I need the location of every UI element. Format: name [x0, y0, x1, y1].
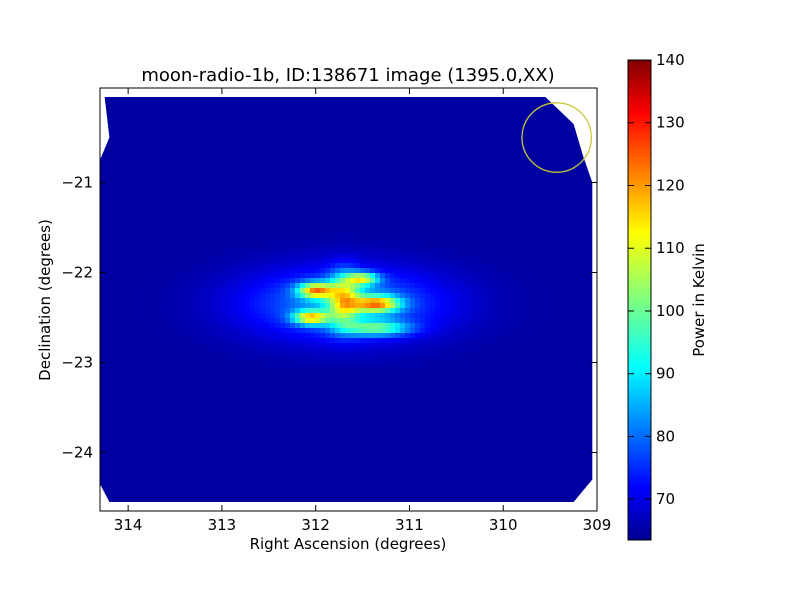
x-tick-label: 310 [489, 516, 518, 534]
colorbar: 70 80 90 100 110 120 130 140 Power in Kelvin [627, 51, 708, 541]
x-tick-label: 309 [583, 516, 612, 534]
x-tick-label: 314 [114, 516, 143, 534]
y-axis-ticks: −21 −22 −23 −24 [61, 174, 597, 462]
y-tick-label: −24 [61, 444, 93, 462]
plot-area: 314 313 312 311 310 309 −21 −22 −23 −24 [61, 87, 612, 534]
colorbar-tick-label: 100 [656, 302, 685, 320]
y-axis-label: Declination (degrees) [36, 219, 54, 381]
y-tick-label: −23 [61, 354, 93, 372]
colorbar-tick-label: 80 [656, 427, 675, 445]
plot-border [99, 87, 598, 512]
x-tick-label: 311 [395, 516, 424, 534]
x-tick-label: 312 [301, 516, 330, 534]
colorbar-gradient [627, 59, 652, 541]
y-tick-label: −22 [61, 264, 93, 282]
colorbar-tick-label: 90 [656, 365, 675, 383]
colorbar-tick-label: 120 [656, 176, 685, 194]
x-axis-label: Right Ascension (degrees) [250, 535, 447, 553]
colorbar-tick-label: 110 [656, 239, 685, 257]
colorbar-tick-label: 140 [656, 51, 685, 69]
colorbar-label: Power in Kelvin [690, 243, 708, 357]
x-axis-ticks: 314 313 312 311 310 309 [114, 88, 612, 534]
beam-circle [521, 102, 593, 173]
heatmap-cells [100, 97, 593, 502]
colorbar-tick-label: 130 [656, 114, 685, 132]
heatmap-layer [100, 97, 593, 502]
colorbar-tick-label: 70 [656, 490, 675, 508]
y-tick-label: −21 [61, 174, 93, 192]
x-tick-label: 313 [208, 516, 237, 534]
chart-title: moon-radio-1b, ID:138671 image (1395.0,X… [141, 65, 554, 86]
colorbar-ticks: 70 80 90 100 110 120 130 140 [628, 51, 685, 508]
